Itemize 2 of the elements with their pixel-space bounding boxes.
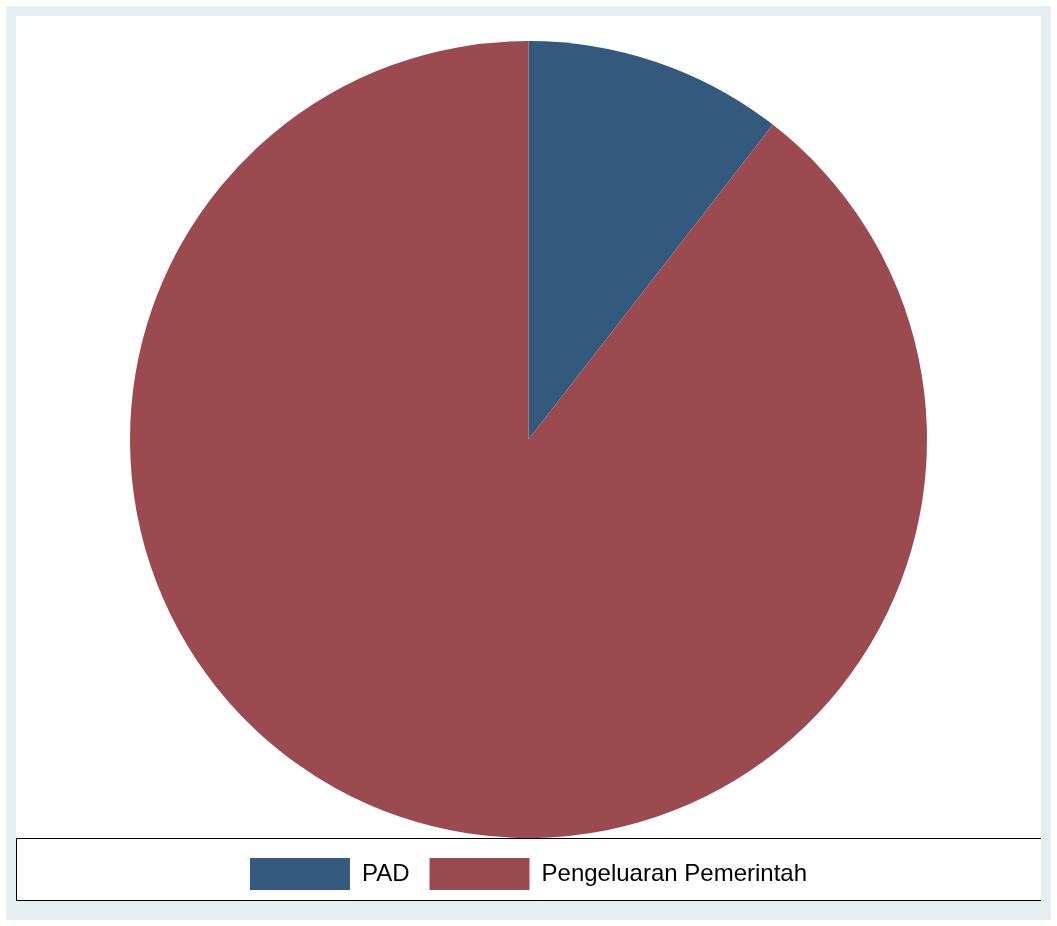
legend-label: Pengeluaran Pemerintah [541,858,808,886]
legend-label: PAD [361,858,410,886]
